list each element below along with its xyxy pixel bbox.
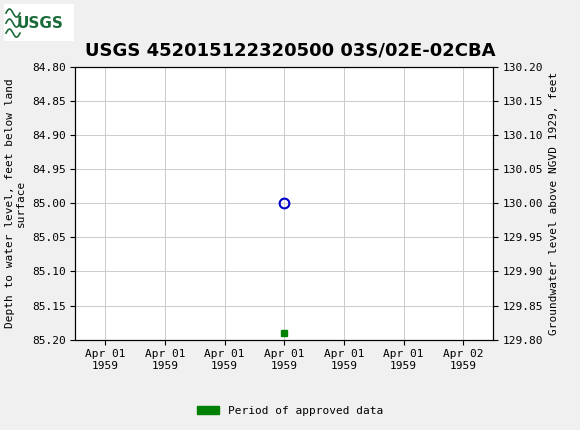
Text: USGS 452015122320500 03S/02E-02CBA: USGS 452015122320500 03S/02E-02CBA <box>85 41 495 59</box>
Legend: Period of approved data: Period of approved data <box>193 401 387 420</box>
Y-axis label: Groundwater level above NGVD 1929, feet: Groundwater level above NGVD 1929, feet <box>549 71 559 335</box>
Y-axis label: Depth to water level, feet below land
surface: Depth to water level, feet below land su… <box>5 78 26 328</box>
Text: USGS: USGS <box>17 15 63 31</box>
Bar <box>4 4 74 41</box>
